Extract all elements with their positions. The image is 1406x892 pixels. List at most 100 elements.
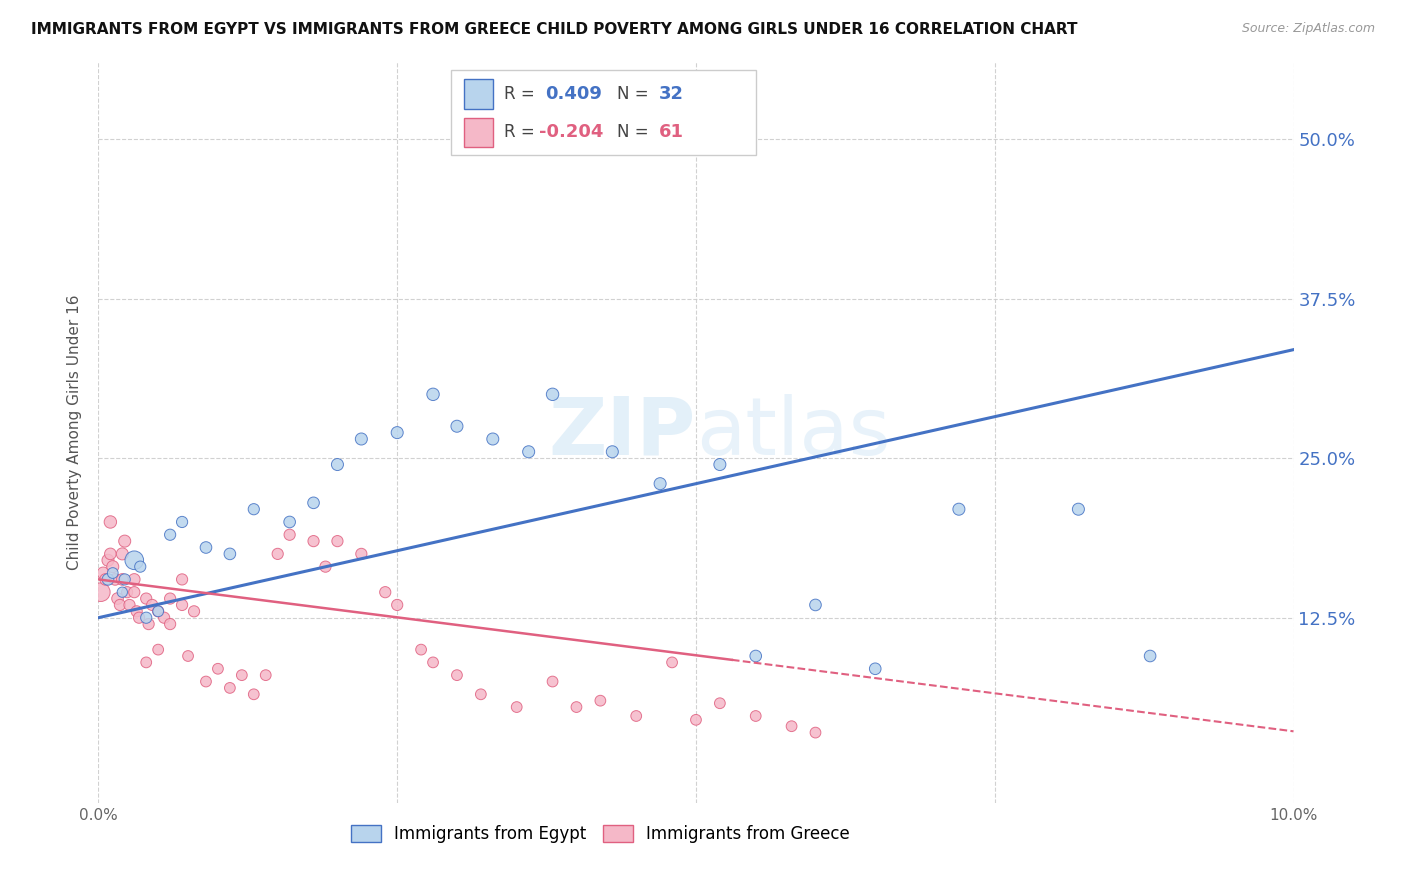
Point: [865, 662, 887, 676]
Point: [172, 598, 194, 612]
Point: [709, 458, 731, 472]
Point: [780, 719, 803, 733]
Text: N =: N =: [617, 123, 654, 142]
Point: [114, 534, 136, 549]
Point: [101, 559, 124, 574]
Text: R =: R =: [503, 123, 540, 142]
Point: [172, 515, 194, 529]
Point: [661, 656, 683, 670]
Point: [326, 534, 349, 549]
Point: [302, 496, 325, 510]
Point: [422, 387, 444, 401]
Point: [97, 573, 120, 587]
Point: [804, 598, 827, 612]
Point: [101, 566, 124, 580]
Point: [111, 573, 134, 587]
Point: [685, 713, 707, 727]
Point: [565, 700, 588, 714]
Point: [948, 502, 970, 516]
Point: [470, 687, 492, 701]
Point: [195, 674, 218, 689]
Point: [104, 573, 127, 587]
Text: atlas: atlas: [696, 393, 890, 472]
Point: [118, 598, 141, 612]
Point: [446, 668, 468, 682]
Point: [135, 656, 157, 670]
Point: [107, 591, 129, 606]
Text: -0.204: -0.204: [540, 123, 603, 142]
Point: [650, 476, 672, 491]
Point: [482, 432, 505, 446]
Point: [141, 598, 163, 612]
Point: [91, 566, 114, 580]
FancyBboxPatch shape: [451, 70, 756, 155]
Text: IMMIGRANTS FROM EGYPT VS IMMIGRANTS FROM GREECE CHILD POVERTY AMONG GIRLS UNDER : IMMIGRANTS FROM EGYPT VS IMMIGRANTS FROM…: [31, 22, 1077, 37]
Point: [114, 573, 136, 587]
Point: [108, 598, 131, 612]
Point: [148, 604, 170, 618]
Point: [219, 547, 242, 561]
Point: [517, 444, 540, 458]
Legend: Immigrants from Egypt, Immigrants from Greece: Immigrants from Egypt, Immigrants from G…: [344, 819, 856, 850]
Point: [243, 502, 266, 516]
Point: [135, 591, 157, 606]
Point: [267, 547, 290, 561]
Point: [302, 534, 325, 549]
Y-axis label: Child Poverty Among Girls Under 16: Child Poverty Among Girls Under 16: [67, 295, 83, 570]
Point: [254, 668, 277, 682]
Point: [207, 662, 229, 676]
Point: [159, 617, 181, 632]
Point: [111, 547, 134, 561]
Point: [589, 694, 612, 708]
Point: [195, 541, 218, 555]
Point: [1139, 648, 1161, 663]
Point: [385, 598, 409, 612]
Point: [153, 611, 176, 625]
Text: 0.409: 0.409: [546, 85, 602, 103]
Point: [172, 573, 194, 587]
Point: [745, 648, 768, 663]
Text: R =: R =: [503, 85, 540, 103]
FancyBboxPatch shape: [464, 118, 494, 147]
Text: Source: ZipAtlas.com: Source: ZipAtlas.com: [1241, 22, 1375, 36]
Point: [159, 527, 181, 541]
Point: [97, 553, 120, 567]
Point: [602, 444, 624, 458]
Point: [148, 642, 170, 657]
Text: N =: N =: [617, 85, 654, 103]
Point: [219, 681, 242, 695]
Point: [278, 515, 301, 529]
Point: [124, 553, 146, 567]
Point: [177, 648, 200, 663]
Point: [446, 419, 468, 434]
Point: [125, 604, 148, 618]
Point: [183, 604, 205, 618]
Point: [804, 725, 827, 739]
Point: [111, 585, 134, 599]
Point: [541, 387, 564, 401]
Point: [506, 700, 529, 714]
Text: 32: 32: [659, 85, 683, 103]
Point: [231, 668, 253, 682]
Point: [129, 559, 152, 574]
Point: [1067, 502, 1090, 516]
FancyBboxPatch shape: [464, 79, 494, 109]
Point: [385, 425, 409, 440]
Point: [159, 591, 181, 606]
Text: 61: 61: [659, 123, 683, 142]
Point: [374, 585, 396, 599]
Point: [326, 458, 349, 472]
Point: [278, 527, 301, 541]
Point: [350, 547, 373, 561]
Point: [422, 656, 444, 670]
Point: [135, 611, 157, 625]
Point: [94, 573, 117, 587]
Point: [98, 547, 122, 561]
Text: ZIP: ZIP: [548, 393, 696, 472]
Point: [315, 559, 337, 574]
Point: [350, 432, 373, 446]
Point: [115, 585, 138, 599]
Point: [148, 604, 170, 618]
Point: [90, 585, 112, 599]
Point: [138, 617, 160, 632]
